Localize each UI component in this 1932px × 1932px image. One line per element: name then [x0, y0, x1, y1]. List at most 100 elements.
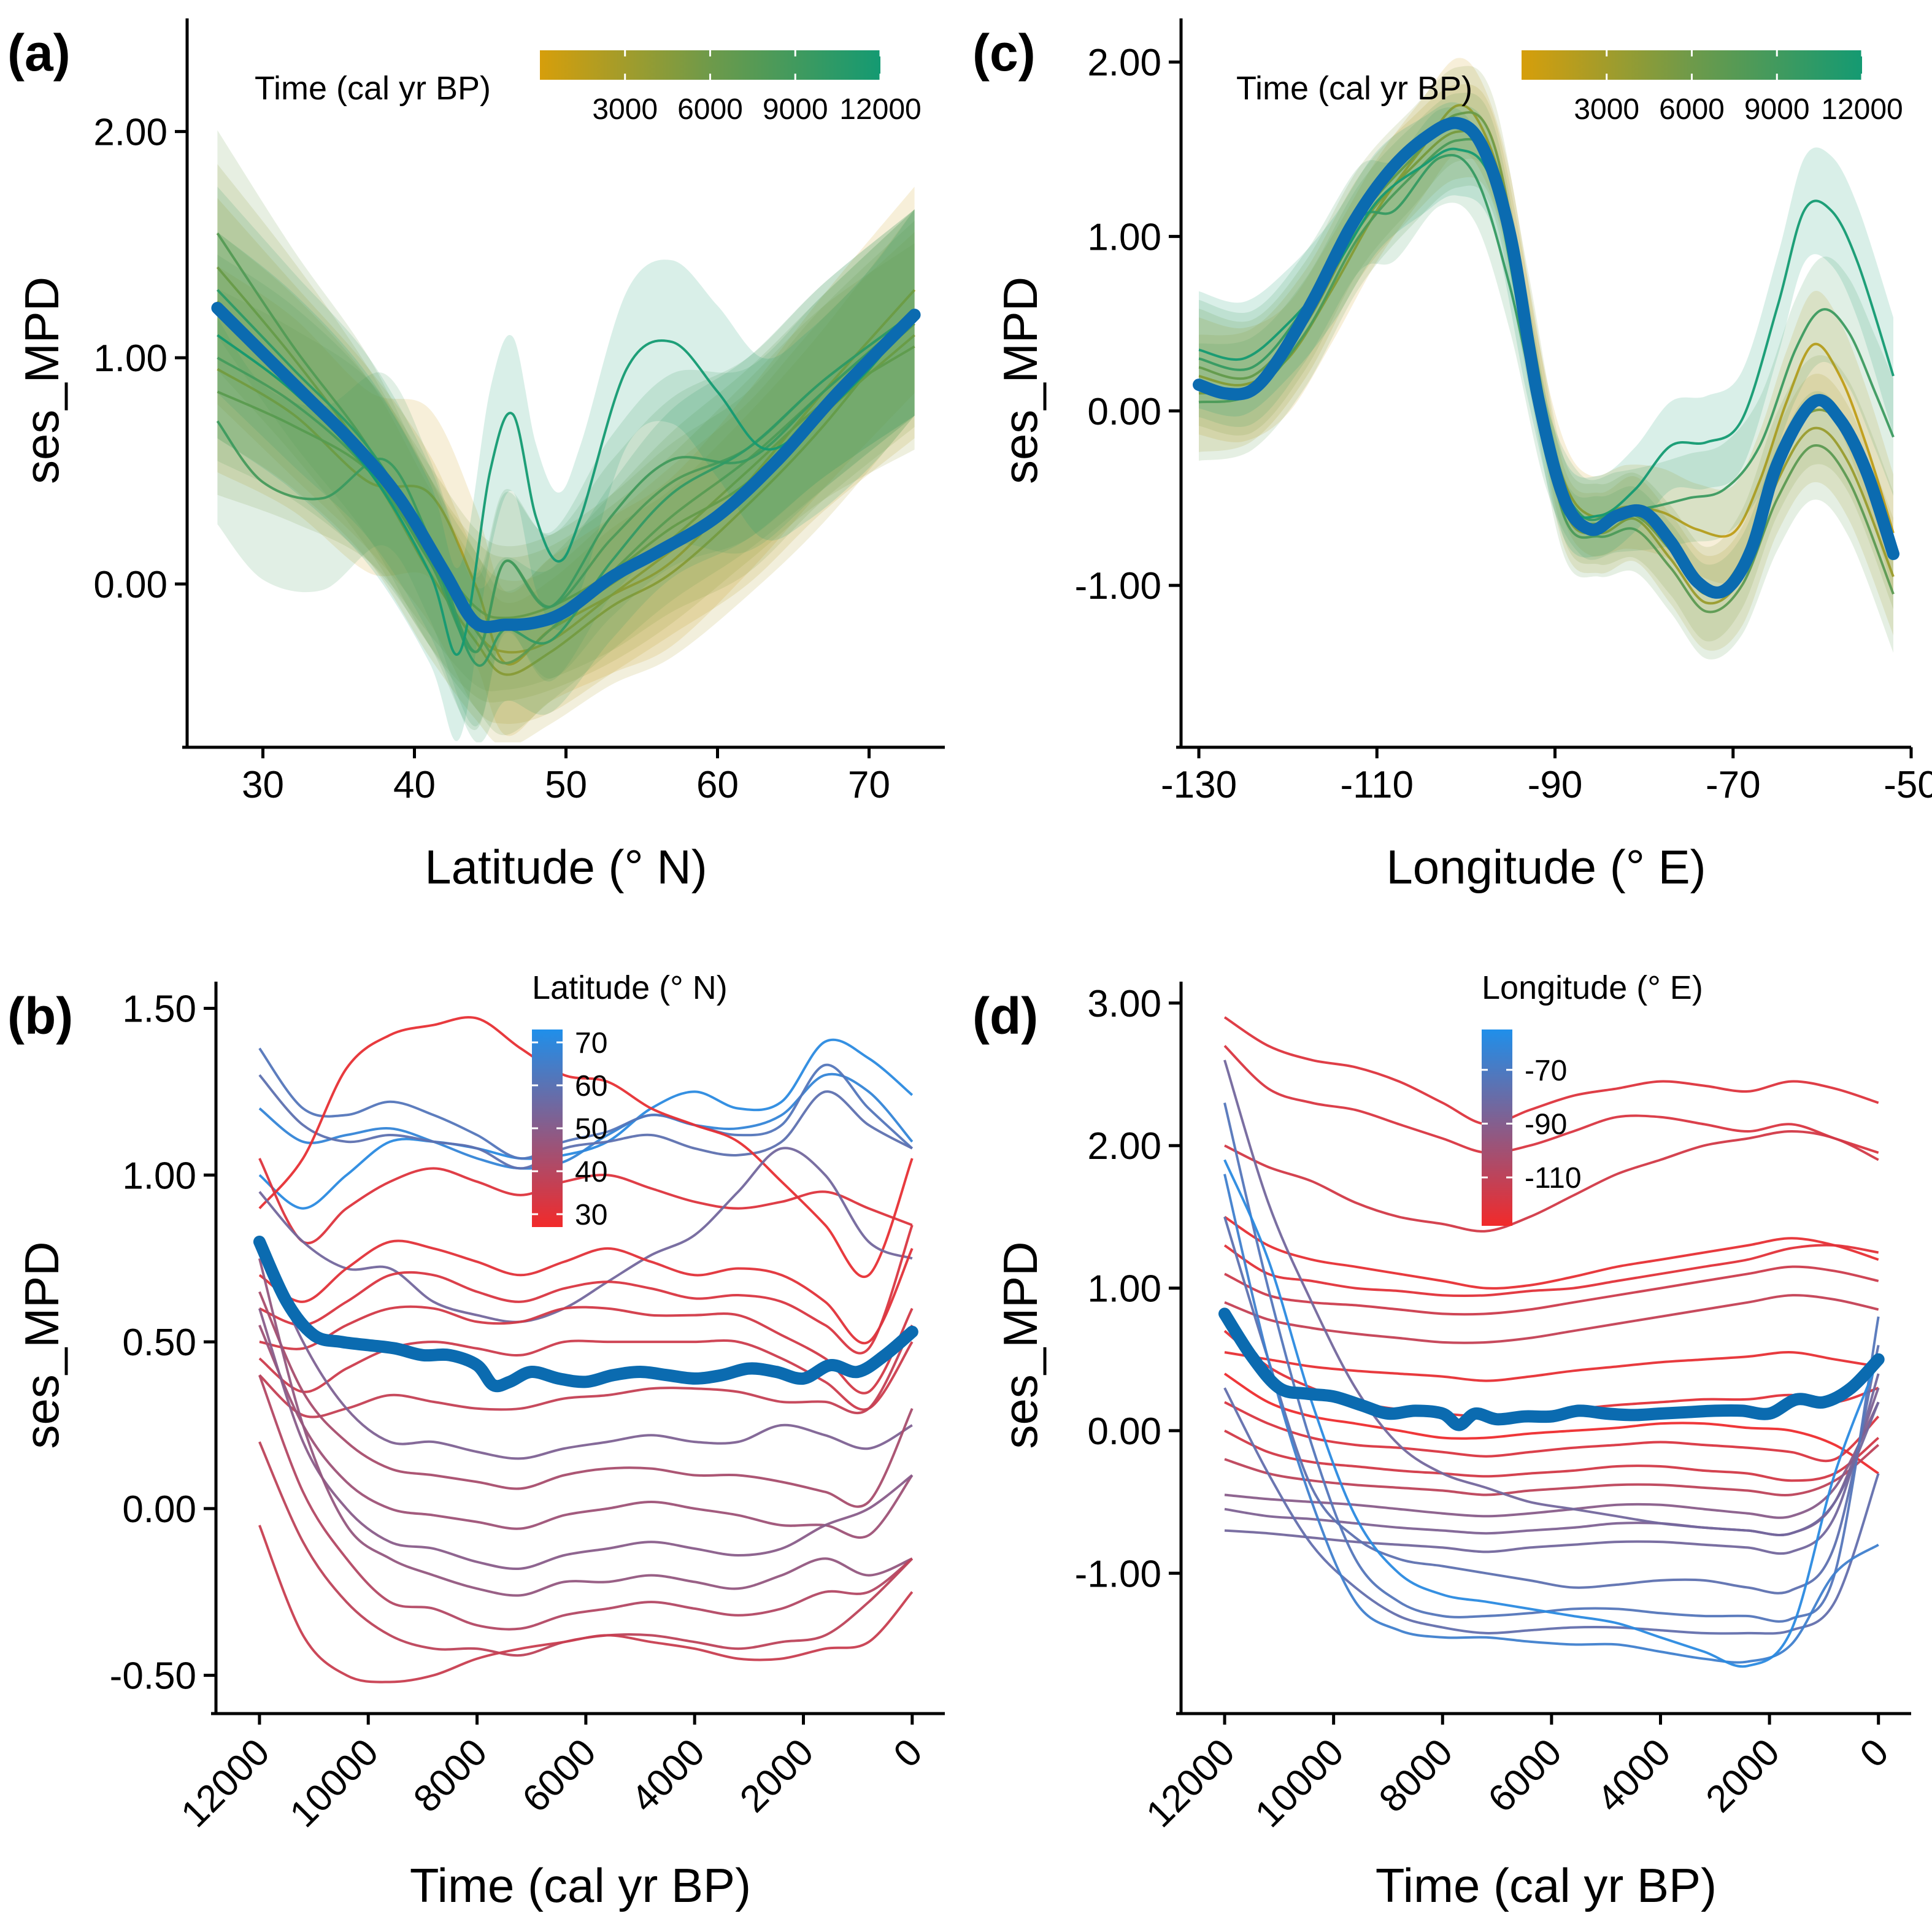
- mean-trend-line: [1193, 117, 1899, 599]
- x-tick-label: -90: [1528, 764, 1583, 806]
- y-tick-label: 0.00: [1087, 391, 1161, 433]
- panel-letter: (c): [972, 24, 1036, 82]
- series-line: [258, 1325, 914, 1539]
- confidence-band: [217, 220, 915, 691]
- series-line: [258, 1241, 913, 1460]
- series-line: [1224, 1294, 1879, 1344]
- y-tick-label: -1.00: [1075, 565, 1161, 607]
- series-line: [216, 233, 915, 664]
- series-line: [1223, 1103, 1880, 1623]
- confidence-band: [1199, 66, 1893, 642]
- confidence-band: [1199, 84, 1893, 651]
- y-tick-label: 1.50: [122, 988, 196, 1030]
- legend-tick-label: 50: [575, 1113, 607, 1145]
- legend-title: Longitude (° E): [1482, 969, 1703, 1006]
- x-tick-label: -70: [1706, 764, 1761, 806]
- x-tick-label: 70: [848, 764, 890, 806]
- mean-trend-line: [211, 302, 921, 633]
- series-line: [217, 312, 916, 656]
- legend-tick-label: 9000: [763, 93, 828, 126]
- x-tick-label: -130: [1161, 764, 1237, 806]
- y-tick-label: 0.00: [122, 1488, 196, 1531]
- legend-tick-label: 70: [575, 1027, 607, 1060]
- legend-tick-label: -110: [1525, 1162, 1582, 1195]
- legend: Time (cal yr BP) 3000 6000 9000 12000: [255, 50, 922, 126]
- x-axis-title: Time (cal yr BP): [410, 1858, 751, 1912]
- series-line: [258, 1047, 914, 1160]
- legend-tick-label: 3000: [592, 93, 658, 126]
- y-tick-label: 3.00: [1087, 983, 1161, 1025]
- series-line: [1224, 1444, 1879, 1497]
- confidence-band: [1199, 93, 1893, 660]
- series-line: [1223, 1159, 1880, 1668]
- y-tick-label: 1.00: [122, 1155, 196, 1197]
- series-line: [1223, 1215, 1879, 1290]
- series-line: [1224, 1351, 1879, 1382]
- y-tick-label: 2.00: [93, 111, 167, 153]
- x-tick-label: -50: [1884, 764, 1932, 806]
- series-line: [258, 1239, 914, 1345]
- legend-title: Latitude (° N): [532, 969, 728, 1006]
- plot-area: [253, 1016, 918, 1684]
- panel-c: -130 -110 -90 -70 -50 -1.00 0.00 1.00 2.00 Longit…: [972, 18, 1932, 894]
- panel-letter: (d): [972, 987, 1038, 1045]
- series-line: [216, 289, 915, 667]
- series-line: [1223, 1387, 1880, 1635]
- plot-area: [211, 130, 921, 742]
- series-line: [258, 1291, 914, 1508]
- legend-colorbar: [1482, 1030, 1512, 1226]
- y-tick-label: 0.00: [1087, 1411, 1161, 1453]
- series-line: [259, 1225, 914, 1355]
- y-tick-label: 1.00: [1087, 216, 1161, 258]
- y-tick-label: -0.50: [110, 1655, 196, 1698]
- x-axis-title: Latitude (° N): [425, 840, 707, 894]
- legend-tick-label: 3000: [1574, 93, 1639, 126]
- series-line: [1224, 1373, 1880, 1555]
- legend-tick-label: -90: [1525, 1108, 1567, 1141]
- legend-tick-label: 12000: [839, 93, 921, 126]
- x-tick-label: 60: [696, 764, 739, 806]
- series-line: [258, 1038, 914, 1210]
- legend-tick-label: 6000: [677, 93, 743, 126]
- y-axis-title: ses_MPD: [15, 277, 69, 484]
- confidence-band: [217, 209, 915, 742]
- legend-tick-label: 9000: [1744, 93, 1810, 126]
- legend-tick-label: 12000: [1821, 93, 1903, 126]
- series-line: [1224, 1265, 1879, 1316]
- y-tick-label: 2.00: [1087, 1125, 1161, 1168]
- series-line: [1223, 1372, 1879, 1475]
- series-line: [258, 1074, 913, 1170]
- series-line: [258, 1525, 914, 1684]
- series-line: [1223, 1244, 1879, 1298]
- legend: Time (cal yr BP) 3000 6000 9000 12000: [1236, 50, 1903, 126]
- series-line: [1224, 1401, 1880, 1519]
- y-tick-label: -1.00: [1075, 1553, 1161, 1595]
- x-tick-label: -110: [1341, 764, 1414, 806]
- x-axis-title: Time (cal yr BP): [1376, 1858, 1717, 1912]
- y-tick-label: 1.00: [1087, 1268, 1161, 1310]
- series-line: [1223, 1045, 1879, 1155]
- panel-letter: (b): [7, 987, 73, 1045]
- series-line: [258, 1158, 913, 1245]
- confidence-band: [217, 209, 915, 741]
- series-line: [258, 1016, 914, 1278]
- plot-area: [1218, 1016, 1885, 1668]
- confidence-band: [217, 164, 915, 703]
- legend-tick-label: 40: [575, 1156, 607, 1188]
- series-line: [258, 1308, 914, 1570]
- x-axis-title: Longitude (° E): [1386, 840, 1706, 894]
- x-tick-label: 50: [545, 764, 587, 806]
- series-line: [1223, 1016, 1879, 1126]
- y-axis-title: ses_MPD: [993, 277, 1047, 484]
- series-line: [1198, 137, 1895, 614]
- legend: Longitude (° E) -70 -90 -110: [1482, 969, 1703, 1226]
- legend-tick-label: 6000: [1659, 93, 1725, 126]
- x-tick-label: 40: [393, 764, 436, 806]
- panel-letter: (a): [7, 24, 71, 82]
- series-line: [1224, 1130, 1879, 1233]
- series-line: [216, 311, 915, 653]
- mean-trend-line: [253, 1236, 918, 1393]
- y-tick-label: 2.00: [1087, 42, 1161, 84]
- series-line: [258, 1339, 914, 1411]
